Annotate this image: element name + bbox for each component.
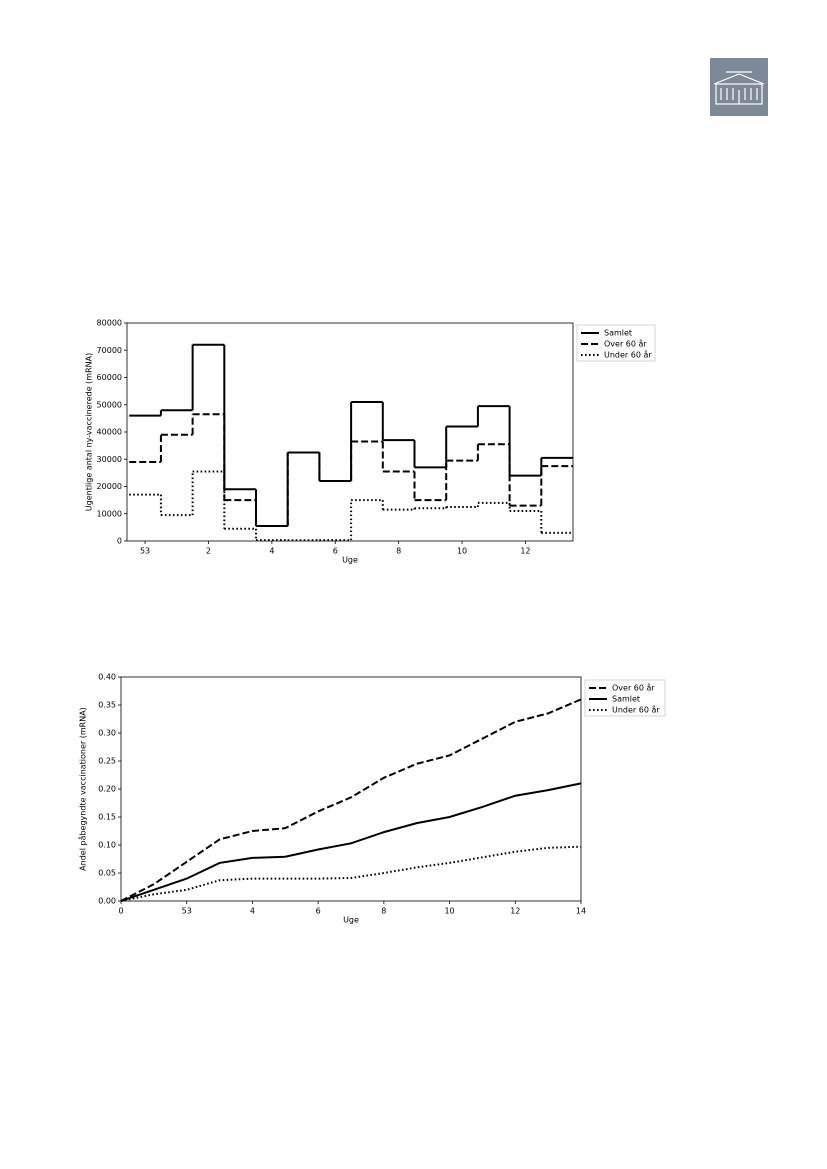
x-axis-label: Uge	[342, 556, 358, 565]
y-tick-label: 10000	[97, 509, 122, 518]
y-tick-label: 0.15	[98, 813, 116, 822]
x-tick-label: 4	[250, 907, 255, 916]
y-tick-label: 50000	[97, 400, 122, 409]
legend-label: Samlet	[604, 329, 632, 338]
x-tick-label: 8	[396, 547, 401, 556]
x-tick-label: 53	[182, 907, 192, 916]
logo	[710, 58, 768, 116]
logo-background	[710, 58, 768, 116]
x-tick-label: 14	[576, 907, 586, 916]
y-tick-label: 0.05	[98, 869, 116, 878]
y-tick-label: 20000	[97, 482, 122, 491]
legend-label: Under 60 år	[604, 350, 652, 360]
legend-label: Over 60 år	[604, 339, 647, 349]
legend-label: Under 60 år	[612, 705, 660, 715]
y-axis-label: Andel påbegyndte vaccinationer (mRNA)	[78, 707, 88, 871]
x-tick-label: 4	[269, 547, 274, 556]
x-tick-label: 12	[520, 547, 530, 556]
logo-details	[720, 71, 758, 104]
y-tick-label: 0.40	[98, 673, 116, 682]
y-tick-label: 0.30	[98, 729, 116, 738]
x-axis-label: Uge	[343, 916, 359, 925]
y-tick-label: 0.35	[98, 701, 116, 710]
legend-label: Samlet	[612, 695, 640, 704]
logo-roof	[713, 73, 765, 85]
plot-frame	[120, 676, 582, 902]
line-series	[120, 698, 582, 902]
y-tick-label: 40000	[97, 428, 122, 437]
line-series	[120, 845, 582, 902]
y-tick-label: 70000	[97, 346, 122, 355]
y-tick-label: 60000	[97, 373, 122, 382]
x-tick-label: 2	[206, 547, 211, 556]
y-tick-label: 80000	[97, 319, 122, 328]
x-tick-label: 10	[457, 547, 467, 556]
x-tick-label: 8	[381, 907, 386, 916]
y-tick-label: 0.20	[98, 785, 116, 794]
line-series	[120, 782, 582, 902]
y-tick-label: 0.00	[98, 897, 116, 906]
y-axis-label: Ugentlige antal ny-vaccinerede (mRNA)	[85, 353, 94, 511]
x-tick-label: 0	[118, 907, 123, 916]
x-tick-label: 12	[510, 907, 520, 916]
y-tick-label: 0	[117, 537, 122, 546]
x-tick-label: 53	[140, 547, 150, 556]
plot-frame	[126, 322, 574, 542]
y-tick-label: 0.10	[98, 841, 116, 850]
x-tick-label: 10	[444, 907, 454, 916]
x-tick-label: 6	[316, 907, 321, 916]
legend-label: Over 60 år	[612, 683, 655, 693]
y-tick-label: 30000	[97, 455, 122, 464]
x-tick-label: 6	[333, 547, 338, 556]
y-tick-label: 0.25	[98, 757, 116, 766]
